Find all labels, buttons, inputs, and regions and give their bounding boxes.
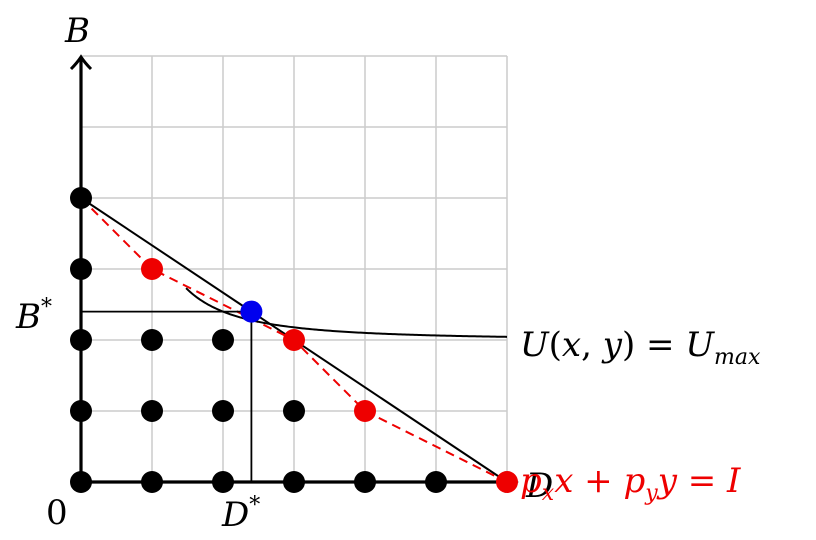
lattice-point [212, 400, 234, 422]
b-star-label: B* [15, 295, 52, 337]
y-axis-label: B [64, 11, 90, 51]
budget-constraint-label: pxx + pyy = I [520, 461, 741, 506]
lattice-point [212, 329, 234, 351]
labels: B 0 B* D* D U(x, y) = Umax pxx + pyy = I [15, 11, 761, 535]
lattice-point [283, 471, 305, 493]
utility-curve-label: U(x, y) = Umax [520, 325, 761, 370]
integer-frontier-point [141, 258, 163, 280]
x-axis-label: D [525, 466, 553, 506]
lattice-point [354, 471, 376, 493]
lattice-point [70, 471, 92, 493]
lattice-point [70, 258, 92, 280]
origin-label: 0 [46, 493, 68, 533]
lattice-point [70, 329, 92, 351]
lattice-point [141, 329, 163, 351]
lattice-point [141, 400, 163, 422]
y-axis-arrowhead [69, 54, 93, 71]
integer-frontier-point [354, 400, 376, 422]
d-star-label: D* [221, 493, 260, 535]
points [70, 187, 518, 493]
lattice-point [141, 471, 163, 493]
indifference-curve [185, 287, 508, 338]
optimum-point [240, 300, 263, 323]
lattice-point [425, 471, 447, 493]
integer-frontier-point [283, 329, 305, 351]
lattice-point [212, 471, 234, 493]
lattice-point [70, 187, 92, 209]
lattice-point [70, 400, 92, 422]
lattice-point [283, 400, 305, 422]
integer-frontier-point [496, 471, 518, 493]
